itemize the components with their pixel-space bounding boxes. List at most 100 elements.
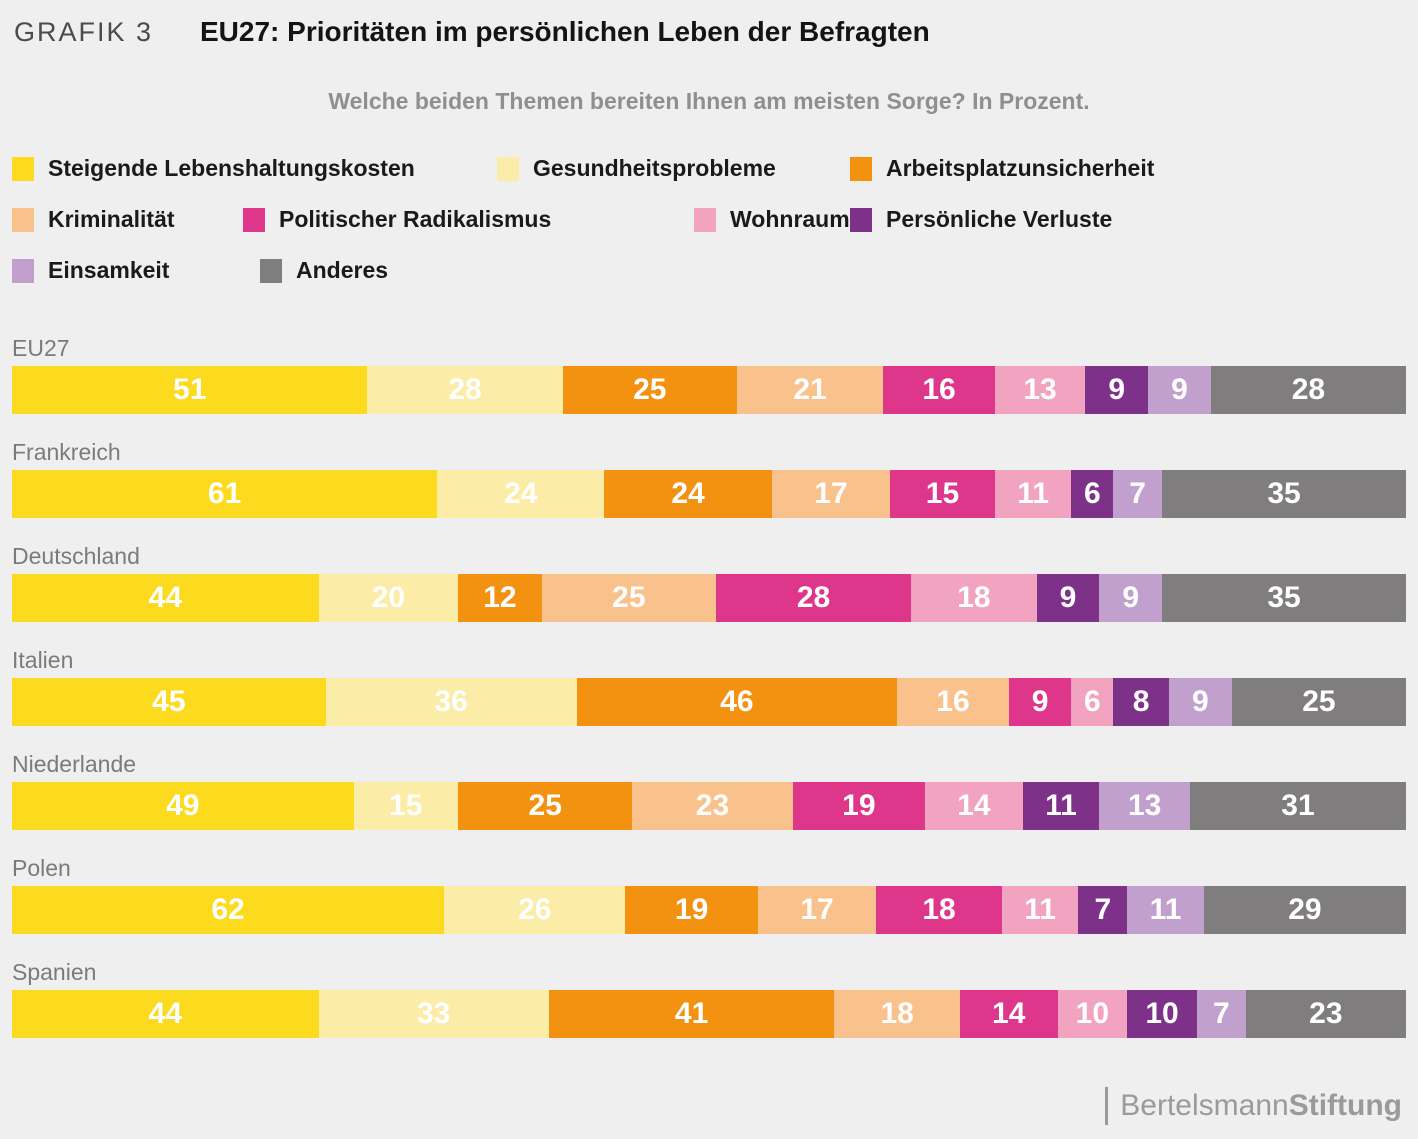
segment-value: 14: [957, 789, 991, 822]
bar-segment: 7: [1113, 470, 1163, 518]
segment-value: 9: [1031, 685, 1049, 718]
segment-value: 44: [148, 581, 183, 614]
legend-label: Anderes: [296, 257, 389, 283]
bar-segment: 7: [1078, 886, 1128, 934]
segment-value: 23: [1309, 997, 1343, 1030]
segment-value: 18: [922, 893, 956, 926]
bar-segment: 11: [1001, 886, 1079, 934]
segment-value: 16: [922, 373, 956, 406]
bar-group: EU27 51 28 25 21 16 13 9 9 28: [12, 336, 1406, 414]
bar-segment: 19: [625, 886, 758, 934]
segment-value: 9: [1192, 685, 1209, 718]
segment-value: 51: [173, 373, 207, 406]
segment-value: 6: [1084, 477, 1101, 510]
bar-segment: 23: [632, 782, 793, 830]
bar-segment: 26: [444, 886, 626, 934]
bar-segment: 31: [1189, 782, 1406, 830]
bar-segment: 14: [959, 990, 1058, 1038]
segment-value: 35: [1267, 477, 1301, 510]
legend-label: Kriminalität: [48, 206, 175, 232]
segment-value: 9: [1059, 581, 1077, 614]
bar-segment: 24: [604, 470, 772, 518]
bar-segment: 61: [12, 470, 438, 518]
legend-label: Arbeitsplatzunsicherheit: [886, 155, 1155, 181]
legend-item: Anderes: [260, 257, 560, 284]
segment-value: 10: [1075, 997, 1110, 1030]
legend-item: Steigende Lebenshaltungskosten: [12, 155, 497, 182]
segment-value: 10: [1145, 997, 1179, 1030]
bar-segment: 36: [325, 678, 577, 726]
bar-segment: 9: [1036, 574, 1100, 622]
bar-group: Italien 45 36 46 16 9 6 8 9 25: [12, 647, 1407, 726]
graphic-number-label: GRAFIK 3: [14, 17, 154, 47]
segment-value: 14: [992, 997, 1026, 1030]
segment-value: 61: [207, 477, 242, 510]
segment-value: 25: [1302, 685, 1336, 718]
segment-value: 24: [671, 477, 705, 510]
bar-segment: 19: [792, 782, 926, 830]
header: GRAFIK 3 EU27: Prioritäten im persönlich…: [0, 0, 1418, 48]
legend-swatch-icon: [497, 156, 519, 181]
legend-item: Gesundheitsprobleme: [497, 155, 850, 182]
segment-value: 7: [1129, 477, 1146, 510]
legend-item: Kriminalität: [12, 206, 243, 233]
segment-value: 18: [880, 997, 914, 1030]
bar-segment: 16: [897, 678, 1009, 726]
legend-swatch-icon: [260, 258, 282, 283]
bar-segment: 23: [1245, 990, 1407, 1038]
bar-segment: 9: [1085, 366, 1149, 414]
country-label: Italien: [12, 647, 74, 673]
segment-value: 24: [504, 477, 538, 510]
segment-value: 25: [528, 789, 562, 822]
legend-label: Persönliche Verluste: [886, 206, 1113, 232]
segment-value: 19: [842, 789, 876, 822]
country-label: Polen: [12, 855, 71, 881]
stacked-bar: 45 36 46 16 9 6 8 9 25: [12, 678, 1407, 726]
segment-value: 25: [633, 373, 667, 406]
bar-segment: 6: [1071, 678, 1114, 726]
bar-segment: 35: [1162, 574, 1407, 622]
segment-value: 9: [1122, 581, 1140, 614]
segment-value: 41: [674, 997, 709, 1030]
segment-value: 35: [1267, 581, 1301, 614]
bar-segment: 25: [562, 366, 737, 414]
segment-value: 18: [957, 581, 991, 614]
segment-value: 25: [612, 581, 646, 614]
legend-swatch-icon: [12, 207, 34, 232]
segment-value: 12: [483, 581, 517, 614]
segment-value: 13: [1127, 789, 1162, 822]
segment-value: 31: [1281, 789, 1315, 822]
segment-value: 46: [720, 685, 754, 718]
legend-label: Steigende Lebenshaltungskosten: [48, 155, 415, 181]
country-label: Niederlande: [12, 751, 137, 777]
legend-swatch-icon: [12, 156, 34, 181]
segment-value: 11: [1045, 789, 1077, 822]
bar-segment: 16: [883, 366, 995, 414]
legend: Steigende Lebenshaltungskosten Gesundheit…: [12, 155, 1406, 284]
segment-value: 29: [1288, 893, 1322, 926]
bar-segment: 33: [318, 990, 549, 1038]
bar-segment: 9: [1148, 366, 1211, 414]
bar-segment: 44: [12, 990, 319, 1038]
segment-value: 11: [1149, 893, 1182, 926]
bar-segment: 7: [1196, 990, 1246, 1038]
bar-segment: 24: [437, 470, 605, 518]
legend-label: Politischer Radikalismus: [279, 206, 552, 232]
bar-segment: 17: [771, 470, 891, 518]
bar-segment: 51: [12, 366, 368, 414]
bar-group: Spanien 44 33 41 18 14 10 10 7 23: [12, 960, 1407, 1038]
legend-swatch-icon: [243, 207, 265, 232]
segment-value: 26: [518, 893, 552, 926]
chart-title: EU27: Prioritäten im persönlichen Leben …: [200, 16, 930, 47]
bar-segment: 14: [925, 782, 1023, 830]
segment-value: 28: [796, 581, 831, 614]
legend-label: Gesundheitsprobleme: [533, 155, 776, 181]
bar-segment: 41: [548, 990, 835, 1038]
brand-divider-icon: [1105, 1087, 1109, 1125]
bar-segment: 10: [1057, 990, 1128, 1038]
segment-value: 62: [211, 893, 245, 926]
chart-subtitle: Welche beiden Themen bereiten Ihnen am m…: [328, 88, 1090, 114]
legend-swatch-icon: [850, 156, 872, 181]
bar-segment: 9: [1169, 678, 1232, 726]
